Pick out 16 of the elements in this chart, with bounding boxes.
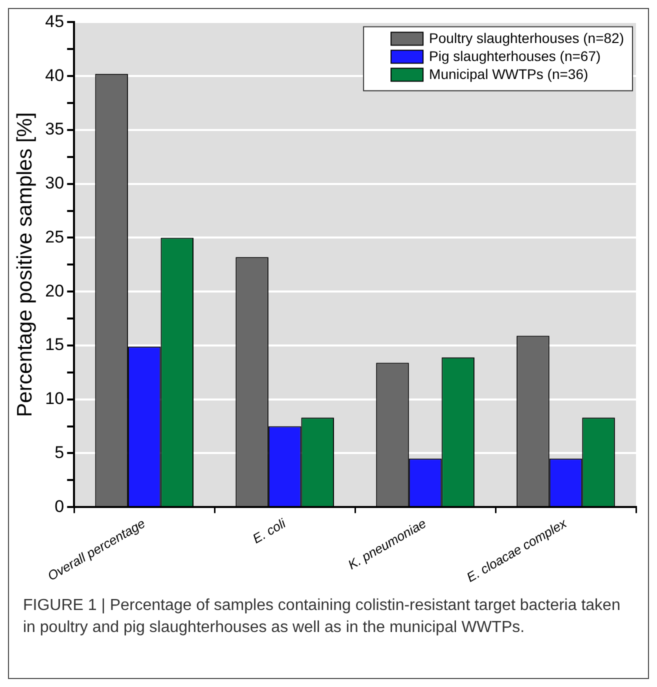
y-tick-label: 0 bbox=[54, 496, 64, 516]
caption: FIGURE 1 | Percentage of samples containing colistin-resistant target bacteria taken in poultry and pig slaughterhouses as well as in the municipal WWTPs. bbox=[22, 596, 622, 638]
y-tick-label: 35 bbox=[45, 120, 64, 139]
legend-label: Pig slaughterhouses (n=67) bbox=[429, 48, 601, 64]
legend-label: Municipal WWTPs (n=36) bbox=[429, 66, 588, 82]
y-tick-label: 40 bbox=[45, 66, 64, 85]
y-tick-label: 45 bbox=[45, 12, 64, 31]
y-tick-label: 10 bbox=[45, 389, 64, 408]
y-tick-label: 5 bbox=[54, 442, 64, 462]
y-axis-title: Percentage positive samples [%] bbox=[13, 112, 36, 417]
y-tick-label: 25 bbox=[45, 227, 64, 246]
y-tick-label: 30 bbox=[45, 174, 64, 193]
legend-label: Poultry slaughterhouses (n=82) bbox=[429, 30, 624, 46]
y-tick-label: 20 bbox=[45, 281, 64, 300]
x-tick-label: E. coli bbox=[250, 515, 290, 546]
y-tick-label: 15 bbox=[45, 335, 64, 354]
